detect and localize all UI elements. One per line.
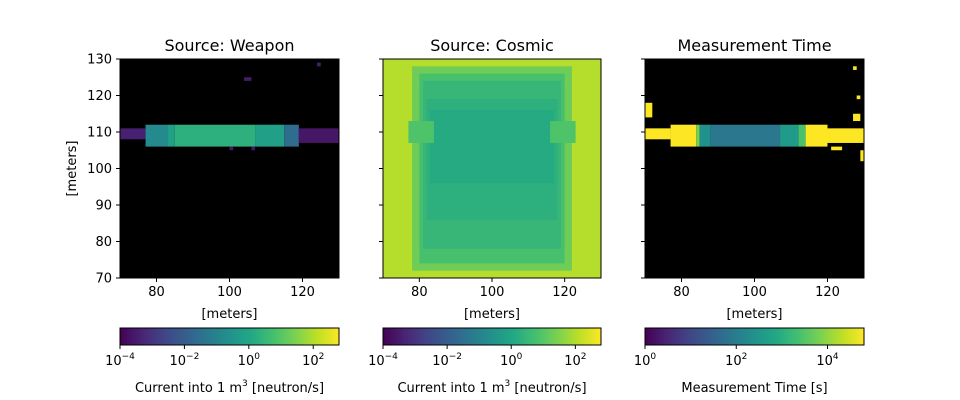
y-axis-label: [meters] bbox=[65, 140, 80, 196]
heatmap-cell bbox=[174, 124, 256, 147]
y-tick-label: 120 bbox=[87, 89, 112, 104]
heatmap-cell bbox=[827, 128, 864, 143]
heatmap-cell bbox=[860, 150, 864, 162]
heatmap-cell bbox=[798, 124, 806, 147]
panel-3: Measurement Time 80 100 120 [meters] 100 102 10… bbox=[634, 36, 865, 396]
colorbar bbox=[644, 327, 865, 346]
heatmap-cell bbox=[229, 146, 234, 151]
heatmap-cell bbox=[780, 124, 799, 147]
heatmap-cell bbox=[853, 66, 857, 70]
heatmap-cell bbox=[805, 124, 828, 147]
y-tick-label: 130 bbox=[87, 53, 112, 68]
x-tick-label: 120 bbox=[290, 285, 315, 300]
x-tick-label: 100 bbox=[217, 285, 242, 300]
x-tick-label: 100 bbox=[480, 285, 505, 300]
colorbar-tick-label: 10−4 bbox=[105, 352, 135, 369]
x-tick-label: 80 bbox=[673, 285, 690, 300]
colorbar-tick-label: 104 bbox=[816, 352, 839, 369]
heatmap-cell bbox=[696, 124, 700, 147]
colorbar bbox=[119, 327, 340, 346]
heatmap-cell bbox=[550, 121, 576, 143]
plot-background bbox=[645, 59, 864, 278]
heatmap-cell bbox=[831, 146, 843, 151]
heatmap-cell bbox=[145, 124, 168, 147]
heatmap-cell bbox=[317, 62, 321, 67]
panel-2: Source: Cosmic 80 100 120 [meters] 10−4 10−2 10… bbox=[368, 36, 602, 396]
heatmap-cell bbox=[430, 110, 554, 184]
heatmap-cell bbox=[710, 124, 781, 147]
colorbar-label: Current into 1 m3 [neutron/s] bbox=[397, 379, 586, 396]
heatmap-cell bbox=[408, 121, 434, 143]
heatmap-cell bbox=[255, 124, 285, 147]
y-tick-label: 90 bbox=[95, 199, 112, 214]
x-axis-label: [meters] bbox=[726, 307, 782, 322]
heatmap-cell bbox=[167, 124, 175, 147]
colorbar-tick-label: 102 bbox=[725, 352, 747, 369]
x-axis-label: [meters] bbox=[464, 307, 520, 322]
panel-title: Source: Weapon bbox=[164, 36, 294, 55]
y-tick-label: 70 bbox=[95, 272, 112, 287]
colorbar-label: Measurement Time [s] bbox=[681, 381, 827, 396]
colorbar-tick-label: 100 bbox=[238, 352, 261, 369]
colorbar bbox=[382, 327, 602, 346]
x-tick-label: 120 bbox=[815, 285, 840, 300]
y-tick-label: 110 bbox=[87, 126, 112, 141]
panel-title: Measurement Time bbox=[677, 36, 831, 55]
y-tick-label: 100 bbox=[87, 162, 112, 177]
heatmap-cell bbox=[853, 113, 861, 122]
heatmap-cell bbox=[298, 128, 339, 143]
plot-background bbox=[120, 59, 339, 278]
colorbar-tick-label: 10−2 bbox=[432, 352, 462, 369]
colorbar-tick-label: 100 bbox=[634, 352, 657, 369]
heatmap-cell bbox=[120, 128, 146, 140]
colorbar-tick-label: 102 bbox=[564, 352, 586, 369]
heatmap-cell bbox=[699, 124, 711, 147]
x-tick-label: 80 bbox=[148, 285, 165, 300]
colorbar-tick-label: 100 bbox=[500, 352, 523, 369]
heatmap-cell bbox=[244, 77, 252, 81]
heatmap-cell bbox=[856, 95, 861, 100]
x-axis-label: [meters] bbox=[201, 307, 257, 322]
x-tick-label: 100 bbox=[742, 285, 767, 300]
heatmap-cell bbox=[645, 128, 671, 140]
heatmap-cell bbox=[645, 102, 653, 118]
colorbar-tick-label: 10−2 bbox=[169, 352, 199, 369]
x-tick-label: 120 bbox=[552, 285, 577, 300]
colorbar-tick-label: 10−4 bbox=[368, 352, 398, 369]
colorbar-tick-label: 102 bbox=[302, 352, 324, 369]
heatmap-cell bbox=[670, 124, 697, 147]
panel-title: Source: Cosmic bbox=[430, 36, 554, 55]
heatmap-cell bbox=[251, 146, 256, 151]
heatmap-cell bbox=[284, 124, 299, 147]
x-tick-label: 80 bbox=[411, 285, 428, 300]
y-tick-label: 80 bbox=[95, 235, 112, 250]
colorbar-label: Current into 1 m3 [neutron/s] bbox=[135, 379, 324, 396]
panel-1: Source: Weapon 80 100 120 [meters] 70 80 90 100 1… bbox=[65, 36, 340, 396]
